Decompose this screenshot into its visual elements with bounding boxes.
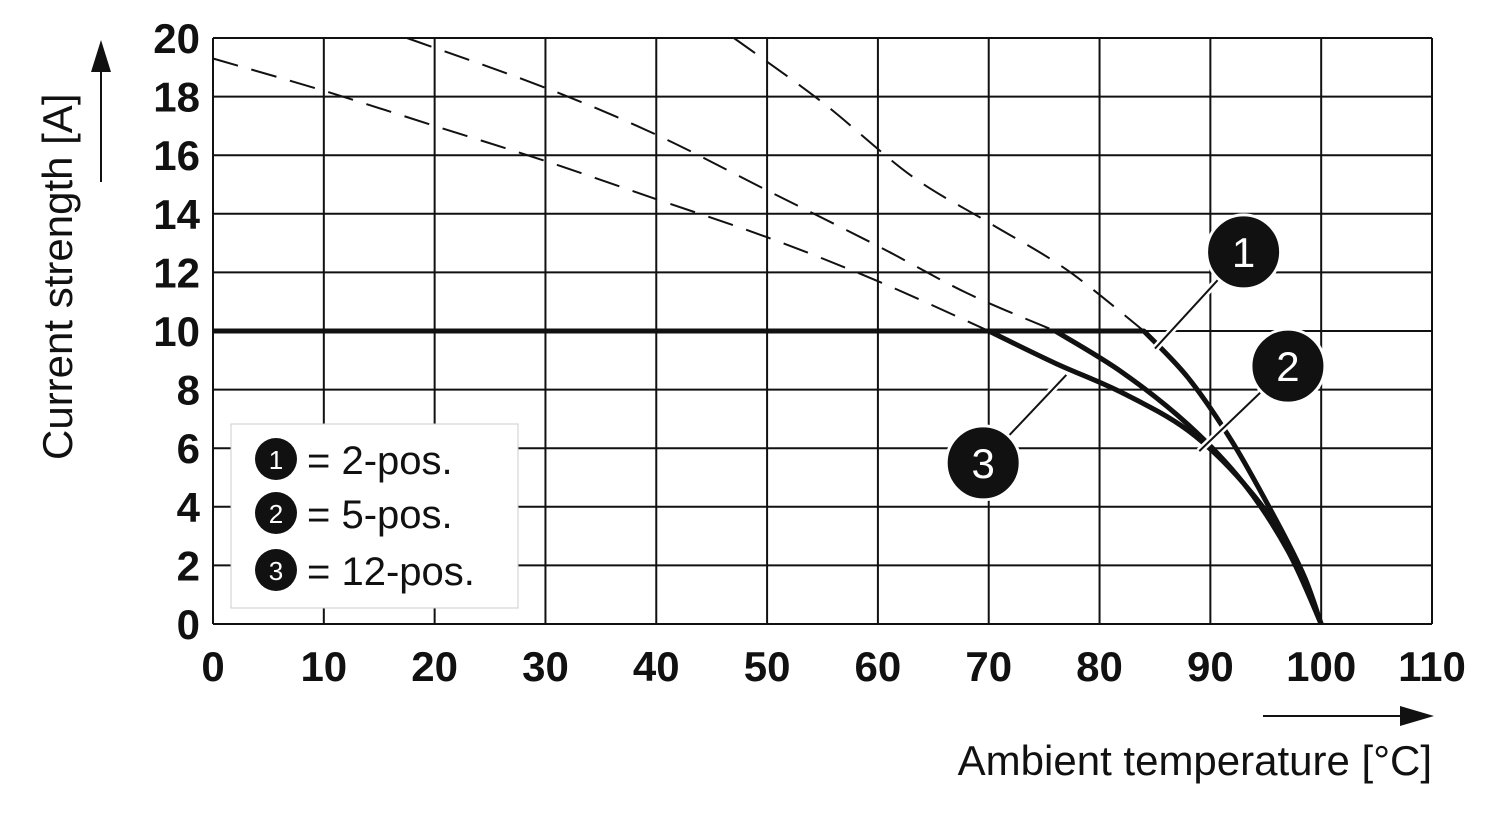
y-tick-label: 6 <box>177 425 200 472</box>
x-tick-label: 30 <box>522 643 569 690</box>
x-tick-label: 40 <box>633 643 680 690</box>
callout-marker-1 <box>1205 213 1283 291</box>
legend-marker-label: 3 <box>269 556 283 586</box>
x-tick-label: 50 <box>744 643 791 690</box>
callout-marker-2 <box>1249 327 1327 405</box>
y-tick-label: 4 <box>177 484 201 531</box>
legend-entry-label: = 2-pos. <box>307 439 453 483</box>
series-1-dashed-line <box>733 37 1145 332</box>
x-tick-label: 110 <box>1398 643 1466 690</box>
y-tick-label: 0 <box>177 601 200 648</box>
x-tick-label: 100 <box>1286 643 1356 690</box>
x-axis-arrow <box>1263 706 1434 726</box>
y-axis-arrow <box>91 40 111 182</box>
legend-marker-label: 1 <box>269 445 283 475</box>
series-3-solid-line <box>213 328 1324 625</box>
legend: 1 = 2-pos. 2 = 5-pos. 3 = 12-pos. <box>230 423 519 609</box>
x-tick-labels: 0 10 20 30 40 50 60 70 80 90 100 110 <box>201 643 1466 690</box>
y-tick-label: 14 <box>153 191 200 238</box>
callout-marker-label: 1 <box>1232 229 1255 276</box>
callout-marker-label: 2 <box>1276 343 1299 390</box>
callout-marker-label: 3 <box>972 440 995 487</box>
y-axis-title: Current strength [A] <box>34 94 81 461</box>
y-tick-label: 2 <box>177 542 200 589</box>
x-axis-title: Ambient temperature [°C] <box>958 737 1432 784</box>
x-tick-label: 80 <box>1076 643 1123 690</box>
x-tick-label: 70 <box>965 643 1012 690</box>
y-tick-labels: 0 2 4 6 8 10 12 14 16 18 20 <box>153 15 200 648</box>
legend-marker-3 <box>255 549 297 591</box>
y-tick-label: 18 <box>153 74 200 121</box>
x-tick-label: 20 <box>411 643 458 690</box>
callout-marker-3 <box>944 424 1022 502</box>
y-tick-label: 12 <box>153 249 200 296</box>
legend-marker-2 <box>255 492 297 534</box>
y-tick-label: 8 <box>177 367 200 414</box>
series-3-dashed-line <box>212 57 990 332</box>
x-tick-label: 0 <box>201 643 224 690</box>
x-tick-label: 90 <box>1187 643 1234 690</box>
y-tick-label: 20 <box>153 15 200 62</box>
legend-marker-label: 2 <box>269 499 283 529</box>
series-2-dashed-line <box>406 37 1056 332</box>
legend-entry-label: = 12-pos. <box>307 550 475 594</box>
legend-marker-1 <box>255 438 297 480</box>
callouts: 1 2 3 <box>944 213 1327 502</box>
y-tick-label: 16 <box>153 132 200 179</box>
x-tick-label: 10 <box>300 643 347 690</box>
legend-entry-label: = 5-pos. <box>307 493 453 537</box>
y-tick-label: 10 <box>153 308 200 355</box>
series-lines <box>212 37 1324 626</box>
x-tick-label: 60 <box>855 643 902 690</box>
